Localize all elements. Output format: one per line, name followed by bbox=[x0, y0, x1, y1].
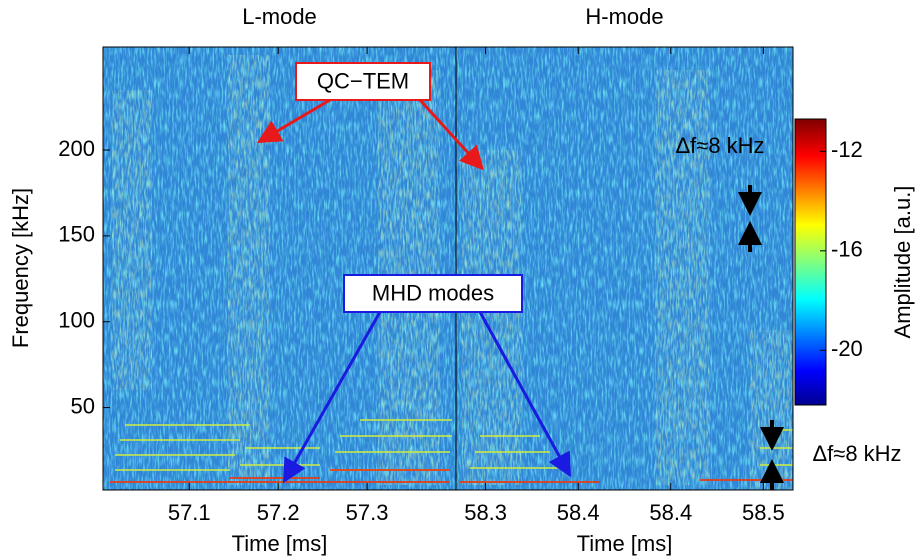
y-tick-label: 200 bbox=[58, 136, 95, 161]
colorbar bbox=[794, 118, 827, 406]
colorbar-tick-label: -12 bbox=[831, 137, 863, 162]
annotation-text: Δf≈8 kHz bbox=[675, 133, 764, 158]
x-tick-label: 58.4 bbox=[649, 500, 692, 525]
plot-frame bbox=[102, 46, 794, 491]
annotation-arrow bbox=[256, 98, 331, 144]
x-tick-label: 58.4 bbox=[557, 500, 600, 525]
annotation-box bbox=[295, 62, 431, 101]
y-tick-label: 100 bbox=[58, 308, 95, 333]
annotation-text: Δf≈8 kHz bbox=[812, 441, 901, 466]
x-tick-label: 57.3 bbox=[346, 500, 389, 525]
annotation-box bbox=[343, 274, 523, 313]
annotation-text: QC−TEM bbox=[317, 68, 409, 93]
annotation-text: MHD modes bbox=[372, 280, 494, 305]
colorbar-label: Amplitude [a.u.] bbox=[890, 186, 915, 339]
y-tick-label: 50 bbox=[71, 393, 95, 418]
x-tick-label: 58.3 bbox=[464, 500, 507, 525]
colorbar-tick-label: -16 bbox=[831, 237, 863, 262]
colorbar-tick-label: -20 bbox=[831, 336, 863, 361]
x-tick-label: 58.5 bbox=[742, 500, 785, 525]
annotation-arrow bbox=[418, 98, 485, 171]
annotation-arrow bbox=[478, 311, 571, 478]
x-tick-label: 57.2 bbox=[257, 500, 300, 525]
panel-title: H-mode bbox=[585, 4, 663, 29]
y-tick-label: 150 bbox=[58, 222, 95, 247]
annotation-arrow bbox=[283, 311, 382, 484]
x-axis-label: Time [ms] bbox=[232, 531, 328, 556]
panel-title: L-mode bbox=[242, 4, 317, 29]
x-tick-label: 57.1 bbox=[168, 500, 211, 525]
y-axis-label: Frequency [kHz] bbox=[8, 188, 33, 348]
x-axis-label: Time [ms] bbox=[577, 531, 673, 556]
spectrogram-image bbox=[103, 47, 793, 490]
